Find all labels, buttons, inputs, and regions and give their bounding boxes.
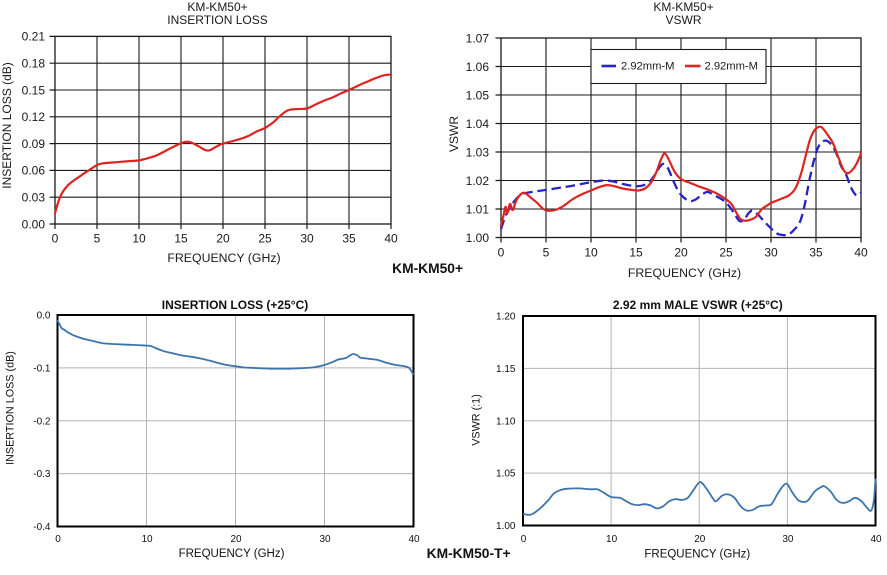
svg-text:30: 30 xyxy=(764,246,778,260)
svg-text:0.0: 0.0 xyxy=(37,311,51,322)
svg-text:40: 40 xyxy=(870,534,882,545)
svg-text:FREQUENCY (GHz): FREQUENCY (GHz) xyxy=(167,251,280,265)
svg-text:5: 5 xyxy=(94,232,101,246)
svg-text:INSERTION LOSS (+25°C): INSERTION LOSS (+25°C) xyxy=(162,298,309,312)
svg-text:10: 10 xyxy=(606,534,618,545)
svg-text:INSERTION LOSS (dB): INSERTION LOSS (dB) xyxy=(0,62,14,188)
svg-text:35: 35 xyxy=(809,246,823,260)
svg-text:1.00: 1.00 xyxy=(496,521,516,532)
svg-text:1.07: 1.07 xyxy=(466,31,490,45)
svg-text:1.01: 1.01 xyxy=(466,202,490,216)
svg-text:10: 10 xyxy=(584,246,598,260)
svg-text:KM-KM50+: KM-KM50+ xyxy=(187,0,247,14)
svg-text:30: 30 xyxy=(300,232,314,246)
svg-text:10: 10 xyxy=(132,232,146,246)
svg-text:20: 20 xyxy=(674,246,688,260)
svg-text:0.21: 0.21 xyxy=(22,30,46,44)
svg-text:2.92 mm MALE VSWR (+25°C): 2.92 mm MALE VSWR (+25°C) xyxy=(613,298,783,312)
svg-text:2.92mm-M: 2.92mm-M xyxy=(705,60,758,72)
svg-text:0.00: 0.00 xyxy=(22,217,46,231)
svg-text:0.06: 0.06 xyxy=(22,164,46,178)
svg-text:0.15: 0.15 xyxy=(22,83,46,97)
svg-text:1.04: 1.04 xyxy=(466,117,490,131)
svg-text:0: 0 xyxy=(521,534,527,545)
svg-text:-0.1: -0.1 xyxy=(33,364,51,375)
svg-text:1.02: 1.02 xyxy=(466,174,490,188)
svg-text:0: 0 xyxy=(52,232,59,246)
svg-text:1.05: 1.05 xyxy=(466,88,490,102)
svg-text:FREQUENCY (GHz): FREQUENCY (GHz) xyxy=(644,549,750,561)
svg-text:-0.3: -0.3 xyxy=(33,469,51,480)
svg-text:KM-KM50-T+: KM-KM50-T+ xyxy=(427,546,511,561)
svg-text:FREQUENCY (GHz): FREQUENCY (GHz) xyxy=(628,266,741,280)
svg-text:KM-KM50+: KM-KM50+ xyxy=(653,0,713,14)
svg-text:-0.4: -0.4 xyxy=(33,522,51,533)
svg-text:FREQUENCY (GHz): FREQUENCY (GHz) xyxy=(179,548,285,560)
svg-text:1.00: 1.00 xyxy=(466,231,490,245)
svg-text:10: 10 xyxy=(141,534,153,545)
svg-text:VSWR (:1): VSWR (:1) xyxy=(470,394,482,446)
svg-text:35: 35 xyxy=(342,232,356,246)
svg-text:25: 25 xyxy=(258,232,272,246)
svg-text:30: 30 xyxy=(782,534,794,545)
svg-text:25: 25 xyxy=(719,246,733,260)
svg-text:1.20: 1.20 xyxy=(496,312,516,323)
svg-text:15: 15 xyxy=(174,232,188,246)
svg-text:VSWR: VSWR xyxy=(666,13,702,27)
svg-text:INSERTION LOSS: INSERTION LOSS xyxy=(167,13,267,27)
svg-text:VSWR: VSWR xyxy=(447,116,461,152)
svg-text:40: 40 xyxy=(854,246,868,260)
svg-text:40: 40 xyxy=(408,534,420,545)
svg-text:0: 0 xyxy=(55,534,61,545)
svg-text:0.03: 0.03 xyxy=(22,191,46,205)
svg-text:1.15: 1.15 xyxy=(496,364,516,375)
svg-text:0.18: 0.18 xyxy=(22,57,46,71)
svg-text:1.05: 1.05 xyxy=(496,469,516,480)
svg-text:2.92mm-M: 2.92mm-M xyxy=(621,60,674,72)
svg-text:1.10: 1.10 xyxy=(496,416,516,427)
svg-text:20: 20 xyxy=(216,232,230,246)
svg-text:1.03: 1.03 xyxy=(466,145,490,159)
svg-text:5: 5 xyxy=(543,246,550,260)
svg-text:-0.2: -0.2 xyxy=(33,416,51,427)
svg-text:20: 20 xyxy=(230,534,242,545)
svg-text:0.12: 0.12 xyxy=(22,110,46,124)
svg-text:0.09: 0.09 xyxy=(22,137,46,151)
svg-text:15: 15 xyxy=(629,246,643,260)
svg-text:1.06: 1.06 xyxy=(466,60,490,74)
svg-text:30: 30 xyxy=(319,534,331,545)
svg-text:20: 20 xyxy=(694,534,706,545)
svg-text:40: 40 xyxy=(384,232,398,246)
svg-text:0: 0 xyxy=(498,246,505,260)
svg-text:INSERTION LOSS (dB): INSERTION LOSS (dB) xyxy=(5,351,17,465)
svg-text:KM-KM50+: KM-KM50+ xyxy=(392,261,463,276)
